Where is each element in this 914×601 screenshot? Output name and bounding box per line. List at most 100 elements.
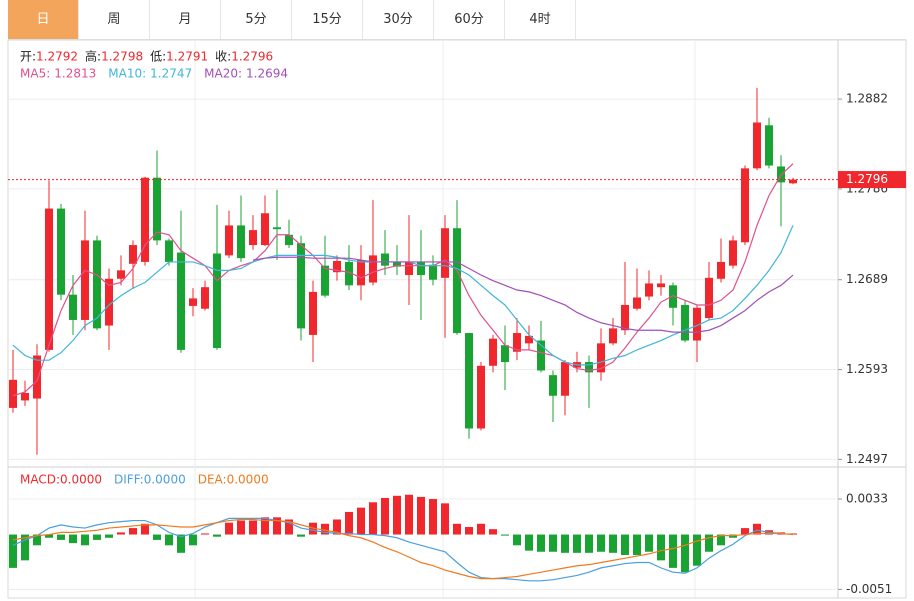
macd-bar (405, 494, 413, 535)
macd-bar (561, 534, 569, 553)
candle-body (237, 225, 245, 259)
tab[interactable]: 60分 (434, 0, 505, 39)
candle-body (165, 240, 173, 262)
macd-bar (429, 499, 437, 535)
candle-body (789, 179, 797, 184)
candle-body (21, 392, 29, 401)
candle-body (489, 338, 497, 366)
macd-bar (237, 520, 245, 535)
ma-line (12, 163, 794, 397)
legend-value: 1.2694 (246, 67, 288, 81)
macd-bar (681, 534, 689, 573)
candle-body (693, 307, 701, 341)
candle-body (9, 379, 17, 408)
macd-bar (57, 534, 65, 540)
candle-body (729, 240, 737, 266)
candle-body (597, 343, 605, 373)
candle-body (249, 230, 257, 246)
current-price-box (838, 171, 906, 189)
candle-body (201, 287, 209, 309)
candle-body (657, 283, 665, 288)
tab[interactable]: 日 (8, 0, 79, 39)
macd-bar (69, 534, 77, 544)
macd-line (12, 517, 794, 582)
candle-body (705, 277, 713, 319)
candle-body (45, 208, 53, 350)
macd-bar (33, 534, 41, 546)
macd-bar (417, 496, 425, 535)
macd-bar (321, 523, 329, 535)
macd-bar (537, 534, 545, 552)
candle-body (369, 255, 377, 283)
macd-bar (261, 517, 269, 535)
macd-bar (381, 497, 389, 535)
candle-body (765, 125, 773, 166)
legend-value: 1.2747 (150, 67, 192, 81)
legend-value: 0.0000 (144, 473, 186, 487)
tab[interactable]: 4时 (505, 0, 576, 39)
candle-body (153, 177, 161, 241)
period-tabs: 日周月 5分 15分 30分 60分 4时 (8, 0, 906, 40)
macd-bar (225, 522, 233, 535)
candle-body (393, 261, 401, 267)
macd-bar (477, 523, 485, 535)
candle-body (609, 328, 617, 344)
macd-bar (597, 534, 605, 552)
legend-value: 1.2813 (54, 67, 96, 81)
candle-body (297, 243, 305, 329)
macd-bar (105, 534, 113, 538)
current-price-label: 1.2796 (846, 172, 888, 186)
macd-bar (513, 534, 521, 546)
macd-bar (9, 534, 17, 568)
tab[interactable]: 15分 (292, 0, 363, 39)
macd-bar (213, 534, 221, 537)
legend-name: MA5: (20, 67, 50, 81)
candle-body (285, 234, 293, 246)
macd-bar (177, 534, 185, 553)
tab[interactable]: 30分 (363, 0, 434, 39)
macd-bar (369, 502, 377, 535)
macd-bar (117, 532, 125, 535)
macd-bar (153, 534, 161, 540)
macd-bar (717, 534, 725, 546)
candle-body (93, 240, 101, 329)
candle-body (309, 291, 317, 335)
candle-body (513, 333, 521, 352)
candle-body (537, 340, 545, 371)
candle-body (321, 265, 329, 296)
macd-bar (549, 534, 557, 552)
legend-name: MA10: (108, 67, 146, 81)
candle-body (501, 345, 509, 363)
macd-bar (357, 507, 365, 535)
macd-bar (693, 534, 701, 566)
candle-body (81, 240, 89, 320)
tab[interactable]: 5分 (221, 0, 292, 39)
y-tick-label: -0.0051 (846, 582, 892, 596)
macd-bar (501, 534, 509, 536)
candle-body (189, 298, 197, 306)
header-value: 1.2798 (101, 50, 143, 64)
macd-bar (573, 534, 581, 553)
candle-body (261, 213, 269, 246)
candle-body (381, 253, 389, 266)
macd-bar (45, 534, 53, 538)
macd-bar (489, 529, 497, 535)
macd-bar (525, 534, 533, 551)
macd-bar (753, 523, 761, 535)
macd-bar (633, 534, 641, 555)
y-tick-label: 1.2689 (846, 272, 888, 286)
frame (7, 39, 907, 599)
candle-body (129, 245, 137, 264)
tab[interactable]: 月 (150, 0, 221, 39)
candle-body (333, 260, 341, 273)
candle-body (753, 122, 761, 169)
tab[interactable]: 周 (79, 0, 150, 39)
candle-body (117, 270, 125, 279)
candle-body (225, 225, 233, 256)
macd-bar (249, 520, 257, 535)
macd-bar (669, 534, 677, 568)
candle-body (633, 297, 641, 309)
candle-body (405, 261, 413, 276)
macd-bar (165, 534, 173, 546)
